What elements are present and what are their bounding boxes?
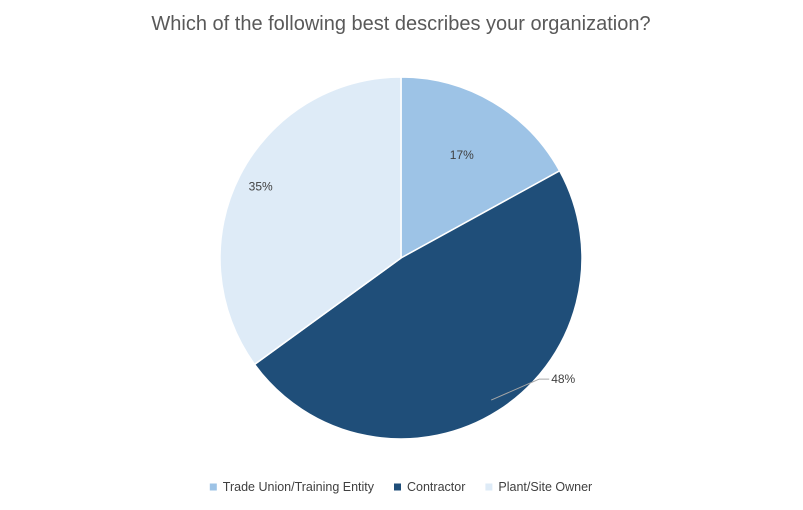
pie-slices <box>219 76 583 440</box>
legend-item-contractor: Contractor <box>394 480 465 494</box>
pie-slice-plant-site-owner <box>219 76 402 366</box>
legend-label-trade-union-training-entity: Trade Union/Training Entity <box>223 480 375 494</box>
chart-title: Which of the following best describes yo… <box>151 13 650 35</box>
data-label-contractor: 48% <box>551 372 575 386</box>
legend-label-contractor: Contractor <box>407 480 465 494</box>
legend: Trade Union/Training Entity Contractor Pla… <box>209 480 592 494</box>
leader-line-contractor <box>490 378 550 401</box>
legend-swatch-trade-union-training-entity <box>209 483 217 491</box>
pie-slice-contractor <box>253 169 583 440</box>
legend-item-trade-union-training-entity: Trade Union/Training Entity <box>209 480 375 494</box>
data-labels: 17% 48% 35% <box>249 148 576 401</box>
data-label-plant-site-owner: 35% <box>249 180 273 194</box>
legend-item-plant-site-owner: Plant/Site Owner <box>485 480 592 494</box>
data-label-trade-union-training-entity: 17% <box>450 148 474 162</box>
legend-label-plant-site-owner: Plant/Site Owner <box>498 480 592 494</box>
legend-swatch-contractor <box>394 483 401 491</box>
pie-slice-trade-union-training-entity <box>400 76 561 260</box>
legend-swatch-plant-site-owner <box>485 483 493 491</box>
